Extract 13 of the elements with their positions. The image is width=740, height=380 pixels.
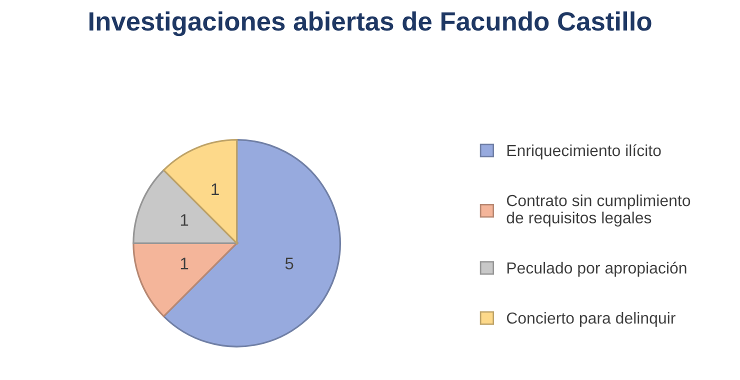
data-label: 1 (180, 214, 188, 226)
legend-label: Concierto para delinquir (506, 312, 676, 327)
data-label: 5 (285, 258, 294, 270)
legend-label: Enriquecimiento ilícito (507, 144, 661, 160)
data-label: 1 (212, 184, 219, 195)
pie-slice (162, 139, 341, 348)
chart-title: Investigaciones abiertas de Facundo Castillo (89, 11, 652, 36)
pie-slice (132, 169, 238, 244)
pie-slice (132, 242, 238, 318)
pie-slice (162, 139, 238, 244)
data-label: 1 (180, 258, 188, 270)
legend-label: Peculado por apropiación (507, 262, 686, 277)
legend-label: Contrato sin cumplimiento de requisitos legales (506, 194, 690, 227)
